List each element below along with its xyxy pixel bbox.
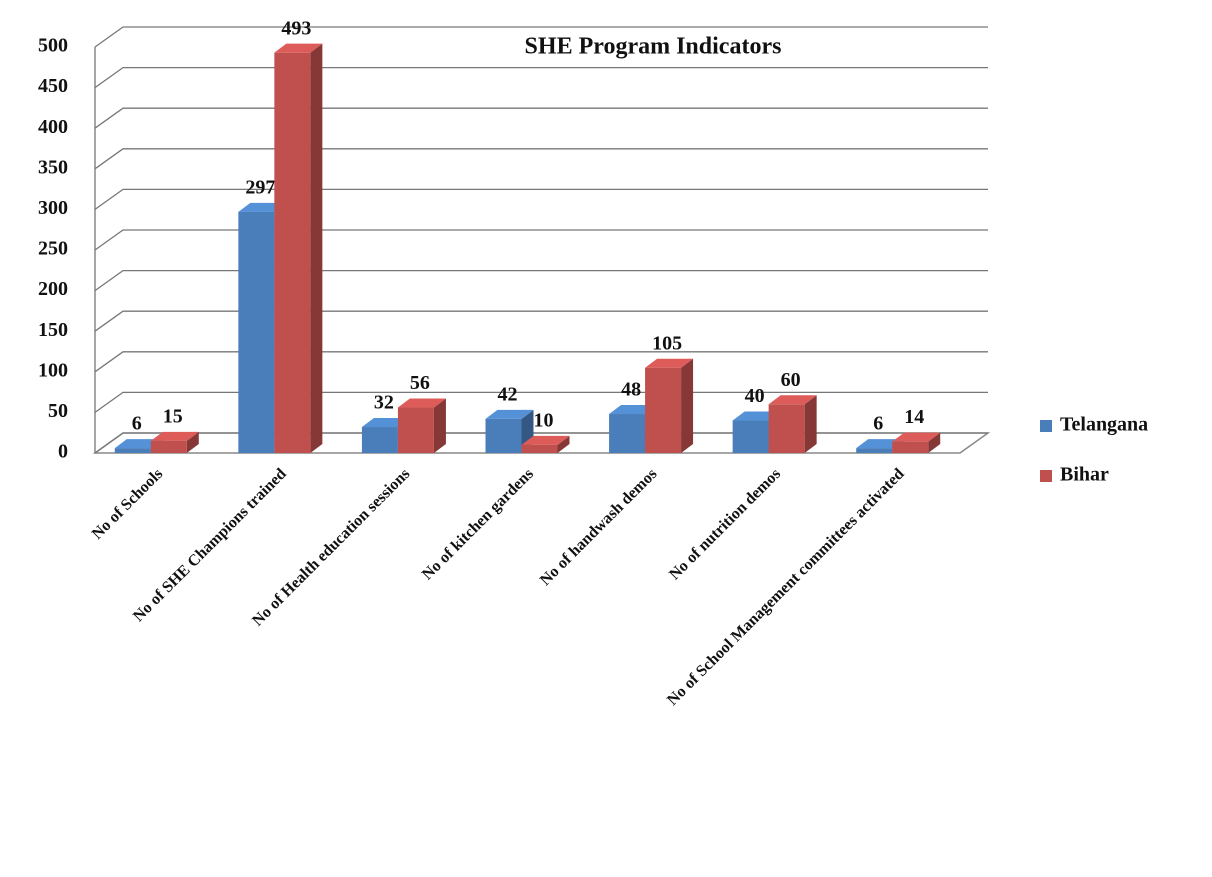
bar-top: [645, 358, 694, 368]
grid-line: [94, 351, 988, 373]
bar-top: [485, 409, 534, 419]
y-tick-label: 350: [38, 156, 68, 178]
bar-side: [804, 395, 817, 453]
data-label: 6: [132, 413, 142, 435]
bar: [856, 448, 893, 453]
bar: [238, 211, 275, 453]
y-tick-label: 0: [58, 441, 68, 463]
bar: [274, 52, 311, 454]
data-label: 10: [534, 409, 554, 431]
bar-side: [928, 432, 941, 453]
legend-swatch: [1040, 470, 1052, 482]
bar: [768, 404, 805, 453]
grid-line: [94, 391, 988, 413]
grid-line: [94, 66, 988, 89]
grid-line: [94, 188, 988, 210]
x-tick-label: No of Schools: [89, 465, 166, 542]
y-tick-label: 450: [38, 75, 68, 97]
data-label: 48: [621, 379, 641, 401]
bar: [892, 441, 929, 453]
chart-title: SHE Program Indicators: [525, 34, 782, 60]
data-label: 15: [163, 405, 183, 427]
bar: [609, 414, 646, 453]
bar: [397, 407, 434, 453]
bar: [521, 444, 558, 453]
data-label: 493: [281, 17, 311, 39]
bar-side: [433, 398, 446, 453]
legend-label: Bihar: [1060, 464, 1109, 486]
grid-line: [94, 148, 988, 170]
bar-side: [310, 43, 323, 454]
x-tick-label: No of kitchen gardens: [419, 465, 537, 583]
grid-line: [94, 26, 988, 48]
data-label: 40: [745, 385, 765, 407]
y-tick-label: 150: [38, 319, 68, 341]
grid-line: [94, 229, 988, 251]
bar: [150, 440, 187, 453]
y-tick-label: 300: [38, 197, 68, 219]
x-tick-label: No of nutrition demos: [666, 465, 784, 583]
data-label: 297: [245, 176, 275, 198]
legend-swatch: [1040, 420, 1052, 432]
bar-side: [557, 435, 570, 453]
data-label: 32: [374, 392, 394, 414]
grid-line: [94, 432, 988, 454]
bar-top: [768, 395, 817, 405]
bar-top: [397, 398, 446, 408]
data-label: 6: [873, 413, 883, 435]
legend-label: Telangana: [1060, 414, 1148, 436]
bar-top: [150, 431, 199, 441]
bar: [645, 367, 682, 453]
bar-top: [521, 435, 570, 445]
y-tick-label: 50: [48, 400, 68, 422]
data-label: 14: [904, 406, 924, 428]
bar-side: [681, 358, 694, 453]
y-tick-label: 400: [38, 116, 68, 138]
y-tick-label: 200: [38, 278, 68, 300]
bar: [114, 448, 151, 453]
y-tick-label: 500: [38, 35, 68, 57]
x-tick-label: No of handwash demos: [537, 465, 661, 589]
data-label: 60: [781, 369, 801, 391]
bar: [732, 420, 769, 453]
bar: [485, 418, 522, 453]
grid-line: [94, 269, 988, 292]
data-label: 105: [652, 332, 682, 354]
x-tick-label: No of School Management committees activ…: [664, 465, 908, 709]
data-label: 42: [498, 383, 518, 405]
grid-line: [94, 107, 988, 129]
grid-line: [94, 310, 988, 332]
y-tick-label: 100: [38, 359, 68, 381]
data-label: 56: [410, 372, 430, 394]
bar-side: [186, 431, 199, 453]
bar-top: [892, 432, 941, 442]
bar: [361, 427, 398, 453]
bar-top: [274, 43, 323, 53]
y-tick-label: 250: [38, 238, 68, 260]
